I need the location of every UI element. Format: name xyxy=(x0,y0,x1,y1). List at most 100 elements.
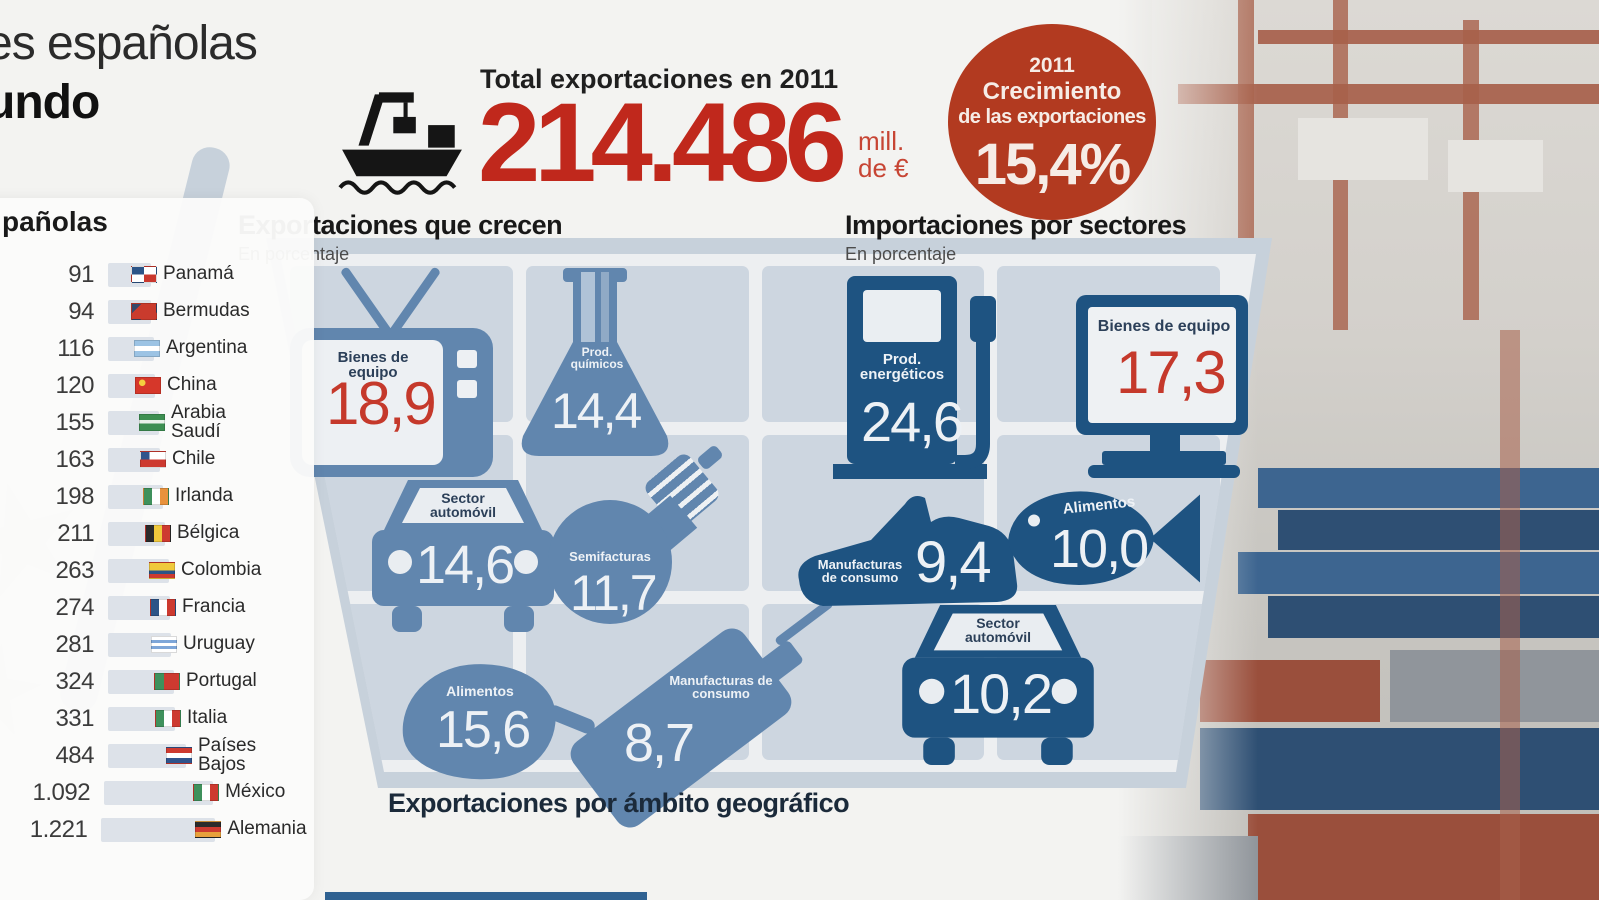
import-item-label: Manufacturas de consumo xyxy=(817,557,903,585)
country-row: 120 China xyxy=(0,367,314,404)
container-stack xyxy=(1390,650,1599,722)
country-name: Países Bajos xyxy=(198,735,257,775)
country-value: 263 xyxy=(55,556,94,584)
country-flag-icon xyxy=(154,673,180,690)
country-name: Bélgica xyxy=(177,522,240,544)
pepper-icon: Alimentos 15,6 xyxy=(396,646,598,788)
import-item-value: 17,3 xyxy=(1116,339,1227,406)
country-flag-icon xyxy=(150,599,176,616)
country-name: Portugal xyxy=(186,670,257,692)
country-flag-icon xyxy=(134,340,160,357)
country-name: China xyxy=(167,374,217,396)
lightbulb-icon: Semifacturas 11,7 xyxy=(548,444,733,637)
flask-icon: Prod. químicos 14,4 xyxy=(515,268,680,473)
totals-unit-bottom: de € xyxy=(858,153,909,184)
country-value: 198 xyxy=(55,482,94,510)
totals-heading: Total exportaciones en 2011 xyxy=(480,64,839,94)
bottom-section-bar xyxy=(325,892,647,900)
totals-value: 214.486 xyxy=(478,80,847,205)
country-value: 163 xyxy=(55,445,94,473)
import-item-value: 9,4 xyxy=(915,530,992,595)
keyboard-base xyxy=(1088,465,1240,478)
country-name: México xyxy=(225,781,286,803)
imports-section-subtitle: En porcentaje xyxy=(845,244,957,264)
crane-beam xyxy=(1258,30,1599,44)
country-row: 155 Arabia Saudí xyxy=(0,403,314,441)
country-row: 94 Bermudas xyxy=(0,293,314,330)
export-item-value: 11,7 xyxy=(570,565,658,621)
country-value: 91 xyxy=(68,260,94,288)
country-row: 116 Argentina xyxy=(0,330,314,367)
country-name: Irlanda xyxy=(175,485,234,507)
country-flag-icon xyxy=(155,710,181,727)
country-row: 263 Colombia xyxy=(0,552,314,589)
import-item-value: 24,6 xyxy=(861,390,964,453)
country-row: 484 Países Bajos xyxy=(0,735,314,775)
country-row: 163 Chile xyxy=(0,441,314,478)
container-stack xyxy=(1268,596,1599,638)
car-icon: Sector automóvil 14,6 xyxy=(368,476,558,634)
geo-section-title: Exportaciones por ámbito geográfico xyxy=(388,788,850,818)
country-value: 155 xyxy=(55,408,94,436)
crane-cab xyxy=(1448,140,1543,192)
country-row: 1.221 Alemania xyxy=(0,811,314,848)
import-item-value: 10,0 xyxy=(1050,519,1149,579)
export-item-label: Sector automóvil xyxy=(429,490,497,520)
container-stack xyxy=(1200,728,1599,810)
badge-year: 2011 xyxy=(1029,54,1075,77)
country-row: 211 Bélgica xyxy=(0,515,314,552)
totals-unit: mill. de € xyxy=(858,127,909,184)
export-item-label: Prod. químicos xyxy=(570,345,624,371)
page-title-line2: undo xyxy=(0,76,100,129)
bulb-globe xyxy=(548,500,672,624)
country-value: 1.092 xyxy=(32,778,91,806)
country-name: Italia xyxy=(187,707,228,729)
container-stack xyxy=(1248,814,1599,900)
container-stack xyxy=(1278,510,1599,550)
country-value: 331 xyxy=(55,704,94,732)
country-name: Uruguay xyxy=(183,633,255,655)
monitor-screen xyxy=(1088,307,1236,423)
country-flag-icon xyxy=(145,525,171,542)
tv-button xyxy=(457,350,477,368)
country-row: 324 Portugal xyxy=(0,663,314,700)
country-flag-icon xyxy=(193,784,220,801)
badge-line1: Crecimiento xyxy=(982,78,1122,105)
countries-panel-title: pañolas xyxy=(2,206,108,237)
container-stack xyxy=(1238,552,1599,594)
country-value: 324 xyxy=(55,667,94,695)
export-item-value: 18,9 xyxy=(326,370,437,437)
country-flag-icon xyxy=(131,266,157,283)
country-value: 94 xyxy=(68,297,94,325)
tv-body xyxy=(290,328,493,477)
cargo-ship-icon xyxy=(338,92,462,195)
country-row: 281 Uruguay xyxy=(0,626,314,663)
export-item-value: 14,4 xyxy=(551,383,642,439)
country-name: Bermudas xyxy=(163,300,250,322)
country-row: 274 Francia xyxy=(0,589,314,626)
countries-list: 91 Panamá 94 Bermudas 116 Argentina 120 xyxy=(0,256,314,848)
tv-button xyxy=(457,380,477,398)
country-value: 274 xyxy=(55,593,94,621)
country-value: 116 xyxy=(57,334,94,362)
country-flag-icon xyxy=(139,414,165,431)
export-item-label: Alimentos xyxy=(446,683,514,699)
export-item-value: 15,6 xyxy=(436,701,531,759)
country-value: 484 xyxy=(55,741,94,769)
growth-badge: 2011 Crecimiento de las exportaciones 15… xyxy=(948,24,1156,220)
country-name: Argentina xyxy=(166,337,248,359)
page-title: es españolas undo xyxy=(0,16,258,130)
country-name: Chile xyxy=(172,448,216,470)
country-value: 1.221 xyxy=(29,815,88,843)
country-value: 211 xyxy=(57,519,94,547)
country-flag-icon xyxy=(140,451,166,468)
crane-cab xyxy=(1298,118,1428,180)
export-item-label: Semifacturas xyxy=(569,549,651,564)
badge-value: 15,4% xyxy=(974,132,1131,197)
import-item-label: Bienes de equipo xyxy=(1097,318,1231,335)
container-stack xyxy=(1118,836,1258,900)
country-name: Panamá xyxy=(163,263,234,285)
country-row: 331 Italia xyxy=(0,700,314,737)
country-flag-icon xyxy=(195,821,222,838)
sneaker-icon: Manufacturas de consumo 9,4 xyxy=(793,488,1023,616)
